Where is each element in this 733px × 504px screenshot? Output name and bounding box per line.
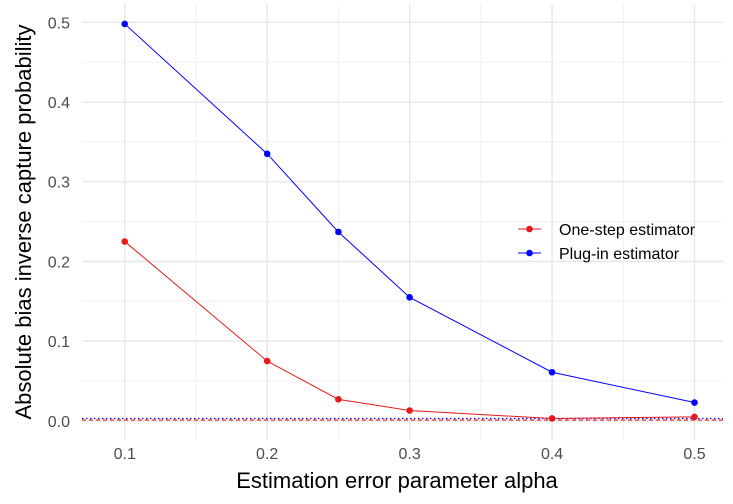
x-axis-title: Estimation error parameter alpha	[236, 468, 558, 493]
series-line	[124, 241, 695, 419]
series-layer	[121, 20, 698, 422]
y-tick-label: 0.2	[48, 254, 70, 271]
legend-label: Plug-in estimator	[559, 246, 680, 263]
y-axis-title: Absolute bias inverse capture probabilit…	[11, 24, 36, 419]
x-tick-label: 0.2	[256, 446, 278, 463]
data-point	[121, 20, 129, 28]
x-tick-label: 0.5	[683, 446, 705, 463]
data-point	[263, 150, 271, 158]
legend-marker	[526, 225, 533, 233]
y-tick-label: 0.1	[48, 334, 70, 351]
data-point	[121, 238, 129, 245]
y-tick-label: 0.4	[48, 95, 70, 112]
legend-marker	[526, 249, 533, 257]
data-point	[548, 415, 556, 422]
x-tick-label: 0.4	[541, 446, 563, 463]
grid	[82, 4, 723, 440]
legend: One-step estimator Plug-in estimator	[518, 222, 696, 263]
y-tick-label: 0.5	[48, 15, 70, 32]
data-point	[548, 368, 556, 376]
series-line	[124, 23, 695, 404]
reference-lines	[82, 417, 723, 421]
x-tick-label: 0.1	[114, 446, 136, 463]
data-point	[263, 357, 271, 365]
data-point	[406, 294, 413, 301]
legend-label: One-step estimator	[559, 222, 696, 239]
series-group	[121, 238, 698, 422]
x-tick-label: 0.3	[398, 446, 420, 463]
y-tick-label: 0.3	[48, 175, 70, 192]
data-point	[691, 399, 698, 406]
data-point	[691, 413, 698, 421]
data-point	[335, 228, 342, 236]
data-point	[335, 396, 342, 403]
axis-tick-labels: 0.0 0.1 0.2 0.3 0.4 0.5 0.1 0.2 0.3 0.4 0.5	[48, 15, 706, 463]
series-group	[121, 20, 698, 406]
data-point	[406, 407, 413, 414]
y-tick-label: 0.0	[48, 414, 70, 431]
